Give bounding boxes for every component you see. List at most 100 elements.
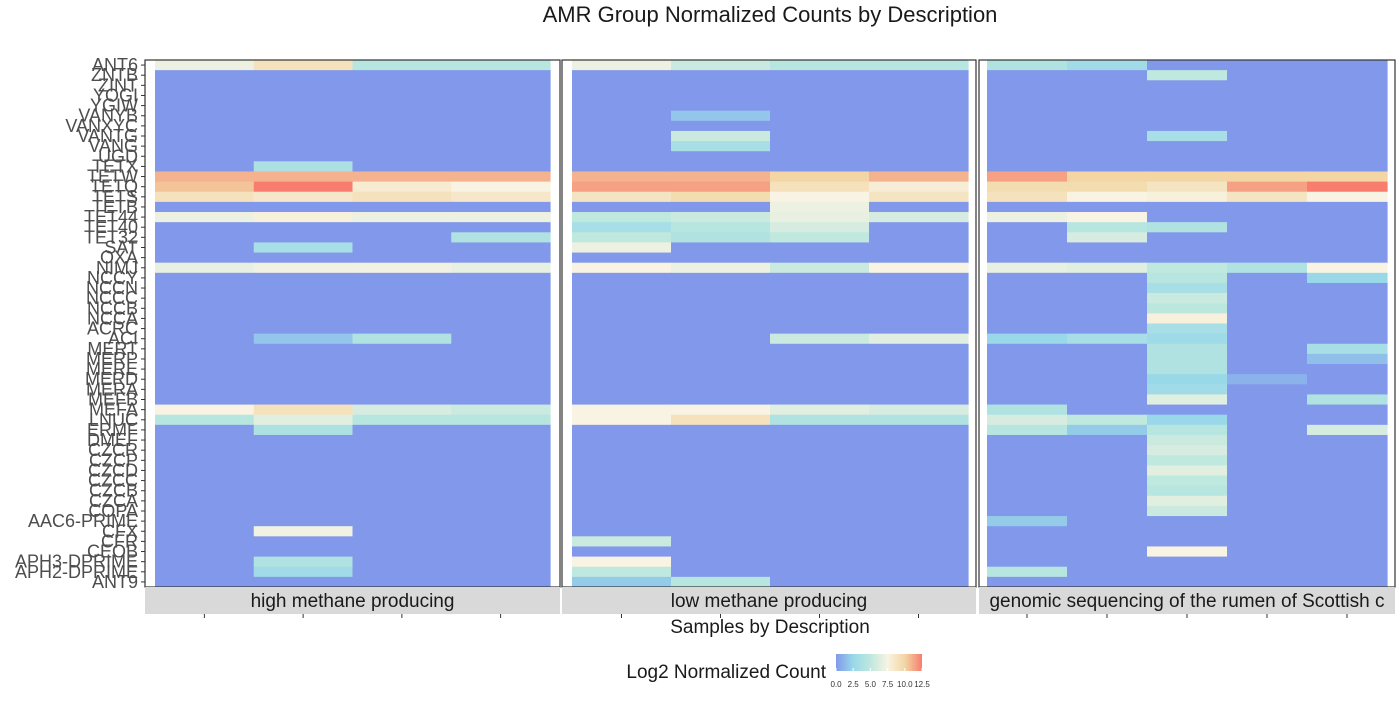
heatmap-cell xyxy=(451,303,551,314)
heatmap-cell xyxy=(1147,546,1228,558)
heatmap-cell xyxy=(1307,201,1388,213)
heatmap-cell xyxy=(1067,120,1148,132)
heatmap-cell xyxy=(671,526,771,537)
heatmap-cell xyxy=(1067,130,1148,142)
heatmap-cell xyxy=(671,282,771,294)
heatmap-cell xyxy=(253,161,354,173)
heatmap-cell xyxy=(1067,353,1148,365)
heatmap-cell xyxy=(352,120,452,132)
heatmap-cell xyxy=(155,526,255,537)
heatmap-cell xyxy=(1147,252,1228,264)
heatmap-cell xyxy=(253,576,354,588)
heatmap-cell xyxy=(671,445,771,456)
heatmap-cell xyxy=(869,201,969,213)
y-tick-label-merp: MERP xyxy=(86,349,138,369)
heatmap-cell xyxy=(1227,475,1308,487)
heatmap-cell xyxy=(987,566,1068,578)
legend-ticks: 0.0 2.5 5.0 7.5 10.0 12.5 xyxy=(830,668,930,689)
heatmap-cell xyxy=(253,201,354,213)
y-tick-label-ant9: ANT9 xyxy=(92,572,138,592)
heatmap-cell xyxy=(155,566,255,578)
heatmap-cell xyxy=(352,212,452,223)
heatmap-cell xyxy=(253,353,354,365)
heatmap-cell xyxy=(671,424,771,436)
heatmap-cell xyxy=(671,100,771,112)
y-tick-label-yogi: YOGI xyxy=(93,85,138,105)
heatmap-cell xyxy=(451,404,551,416)
heatmap-cell xyxy=(869,434,969,446)
heatmap-cell xyxy=(253,323,354,335)
heatmap-cell xyxy=(987,445,1068,456)
heatmap-cell xyxy=(352,455,452,466)
heatmap-cell xyxy=(1227,70,1308,81)
y-tick-label-aac6-prime: AAC6-PRIME xyxy=(28,511,138,531)
heatmap-cell xyxy=(352,546,452,558)
heatmap-cell xyxy=(869,576,969,588)
heatmap-cell xyxy=(987,505,1068,517)
heatmap-cell xyxy=(1067,505,1148,517)
heatmap-cell xyxy=(1067,424,1148,436)
heatmap-cell xyxy=(1147,394,1228,406)
heatmap-cell xyxy=(451,546,551,558)
heatmap-cell xyxy=(155,293,255,304)
heatmap-cell xyxy=(253,516,354,527)
heatmap-cell xyxy=(1067,404,1148,416)
heatmap-cell xyxy=(572,536,672,548)
heatmap-cell xyxy=(770,516,870,527)
heatmap-cell xyxy=(352,141,452,152)
heatmap-cell xyxy=(572,546,672,558)
heatmap-cell xyxy=(671,191,771,203)
heatmap-cell xyxy=(770,100,870,112)
heatmap-cell xyxy=(352,404,452,416)
heatmap-cell xyxy=(451,201,551,213)
heatmap-cell xyxy=(1307,262,1388,274)
heatmap-cell xyxy=(869,566,969,578)
y-tick-label-mera: MERA xyxy=(86,379,138,399)
heatmap-cell xyxy=(1067,485,1148,497)
heatmap-cell xyxy=(1067,100,1148,112)
heatmap-cell xyxy=(1067,191,1148,203)
heatmap-cell xyxy=(869,495,969,507)
heatmap-cell xyxy=(869,353,969,365)
heatmap-cell xyxy=(987,110,1068,122)
heatmap-cell xyxy=(671,475,771,487)
heatmap-cell xyxy=(352,536,452,548)
heatmap-cell xyxy=(770,262,870,274)
heatmap-cell xyxy=(1227,100,1308,112)
heatmap-cell xyxy=(770,191,870,203)
heatmap-cell xyxy=(770,465,870,477)
heatmap-cell xyxy=(869,404,969,416)
heatmap-cell xyxy=(155,120,255,132)
heatmap-cell xyxy=(1307,343,1388,355)
heatmap-cell xyxy=(1227,465,1308,477)
heatmap-cell xyxy=(1147,222,1228,233)
heatmap-cell xyxy=(155,536,255,548)
heatmap-cell xyxy=(1147,475,1228,487)
heatmap-cell xyxy=(987,343,1068,355)
heatmap-cell xyxy=(253,171,354,183)
heatmap-cell xyxy=(352,191,452,203)
heatmap-cell xyxy=(1147,374,1228,385)
heatmap-cell xyxy=(155,242,255,254)
heatmap-cell xyxy=(987,364,1068,375)
heatmap-cell xyxy=(671,262,771,274)
heatmap-cell xyxy=(671,242,771,254)
y-tick-label-oxa: OXA xyxy=(100,248,138,268)
heatmap-cell xyxy=(451,222,551,233)
heatmap-cell xyxy=(451,90,551,102)
heatmap-cell xyxy=(987,353,1068,365)
heatmap-cell xyxy=(352,475,452,487)
heatmap-cell xyxy=(1147,495,1228,507)
heatmap-cell xyxy=(253,495,354,507)
heatmap-cell xyxy=(155,465,255,477)
heatmap-cell xyxy=(352,516,452,527)
heatmap-cell xyxy=(671,343,771,355)
heatmap-cell xyxy=(671,232,771,244)
heatmap-cell xyxy=(869,343,969,355)
heatmap-cell xyxy=(869,212,969,223)
heatmap-cell xyxy=(155,262,255,274)
heatmap-cell xyxy=(1227,242,1308,254)
heatmap-cell xyxy=(1147,120,1228,132)
heatmap-cell xyxy=(352,272,452,284)
